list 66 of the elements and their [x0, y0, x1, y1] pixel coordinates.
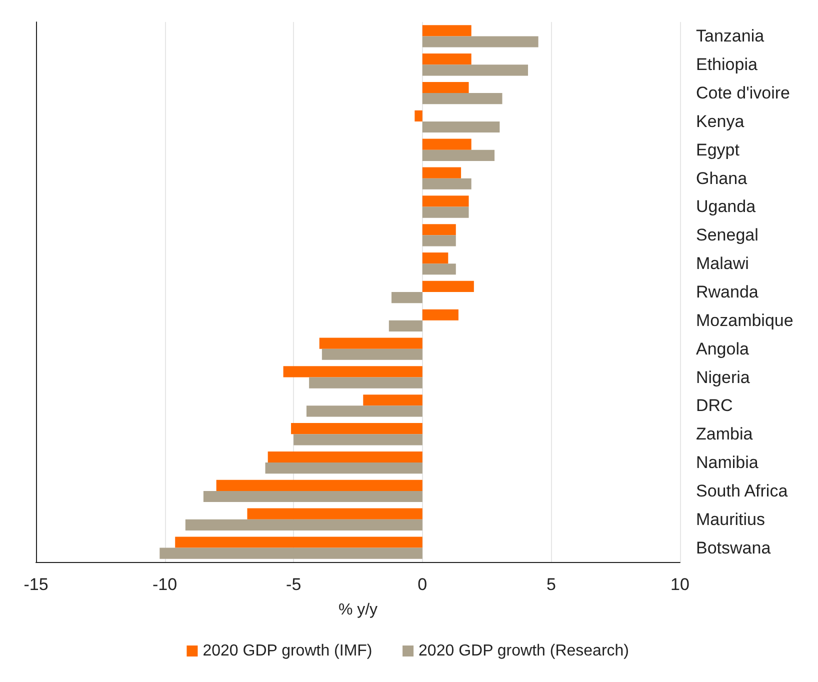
y-tick-label: Uganda — [696, 197, 756, 216]
y-tick-label: South Africa — [696, 481, 788, 500]
x-tick-label: 5 — [546, 575, 556, 594]
bar — [388, 320, 422, 332]
bar — [268, 451, 422, 463]
x-tick-label: -10 — [152, 575, 178, 594]
bar — [422, 264, 456, 275]
bar — [422, 280, 474, 292]
y-tick-label: Nigeria — [696, 368, 750, 387]
bar — [319, 338, 422, 349]
bar — [203, 490, 422, 502]
bar — [322, 348, 422, 360]
bar — [422, 121, 500, 133]
bar — [363, 394, 422, 406]
bar — [216, 480, 422, 491]
y-tick-label: Ethiopia — [696, 55, 758, 74]
bar — [309, 377, 422, 388]
bar — [294, 434, 422, 446]
y-tick-label: Malawi — [696, 254, 749, 274]
x-tick-label: -5 — [286, 575, 302, 594]
y-tick-label: Tanzania — [696, 26, 765, 46]
bar — [422, 235, 456, 246]
bar — [306, 406, 422, 417]
bar — [414, 110, 422, 122]
y-tick-label: Ghana — [696, 168, 748, 188]
y-tick-label: Botswana — [696, 538, 772, 558]
bar — [422, 25, 472, 36]
y-tick-label: Rwanda — [696, 282, 759, 302]
bar — [391, 292, 422, 304]
bar — [422, 82, 469, 94]
y-tick-label: Egypt — [696, 140, 740, 160]
bar — [160, 548, 422, 559]
bar — [422, 206, 469, 218]
x-tick-label: -15 — [24, 575, 48, 594]
y-tick-label: Namibia — [696, 453, 759, 472]
x-axis-title: % y/y — [338, 602, 378, 618]
y-tick-label: DRC — [696, 396, 733, 416]
bar — [422, 224, 456, 236]
y-tick-label: Mauritius — [696, 510, 765, 529]
bar — [422, 54, 472, 65]
bar — [422, 150, 495, 161]
bar — [422, 167, 462, 178]
y-tick-label: Angola — [696, 339, 750, 358]
bar — [422, 252, 448, 264]
bar — [291, 423, 422, 434]
bar — [422, 196, 469, 207]
bar — [283, 366, 422, 378]
legend-label: 2020 GDP growth (IMF) — [202, 642, 372, 660]
y-tick-label: Zambia — [696, 424, 754, 444]
bar — [422, 138, 472, 150]
legend-label: 2020 GDP growth (Research) — [418, 642, 630, 660]
x-tick-label: 0 — [418, 575, 428, 594]
x-tick-label: 10 — [670, 575, 690, 594]
y-tick-label: Kenya — [696, 112, 745, 131]
y-tick-label: Mozambique — [696, 310, 794, 330]
bar — [422, 64, 528, 76]
bar — [422, 309, 458, 320]
bar — [422, 178, 472, 190]
bar — [422, 36, 538, 48]
y-tick-label: Senegal — [696, 226, 758, 245]
bar — [265, 462, 422, 474]
bar — [175, 536, 422, 548]
y-tick-label: Cote d'ivoire — [696, 84, 790, 103]
bar — [422, 93, 502, 104]
bar — [185, 519, 422, 530]
bar — [247, 508, 422, 520]
